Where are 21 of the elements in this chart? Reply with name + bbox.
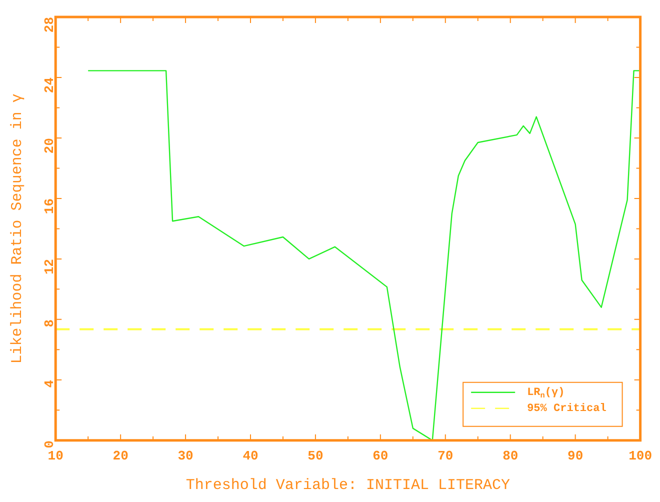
x-tick-label: 100 <box>628 448 652 464</box>
x-tick-label: 70 <box>438 448 454 464</box>
x-tick-label: 20 <box>112 448 129 464</box>
y-axis-title: Likelihood Ratio Sequence in γ <box>8 94 26 364</box>
x-tick-label: 40 <box>242 448 258 464</box>
x-tick-label: 50 <box>308 448 324 464</box>
y-tick-label: 0 <box>42 440 57 448</box>
x-tick-label: 30 <box>178 448 194 464</box>
x-tick-label: 90 <box>568 448 584 464</box>
y-tick-label: 12 <box>42 258 57 275</box>
y-tick-label: 4 <box>42 380 57 388</box>
y-tick-label: 20 <box>42 138 57 154</box>
y-tick-label: 28 <box>42 16 57 33</box>
legend-label: 95% Critical <box>527 403 607 416</box>
x-tick-label: 80 <box>502 448 518 464</box>
x-tick-label: 10 <box>48 448 64 464</box>
x-tick-label: 60 <box>372 448 388 464</box>
x-axis-title: Threshold Variable: INITIAL LITERACY <box>186 476 510 494</box>
y-tick-label: 16 <box>42 198 57 214</box>
y-tick-label: 8 <box>42 319 57 328</box>
y-tick-label: 24 <box>42 77 57 94</box>
